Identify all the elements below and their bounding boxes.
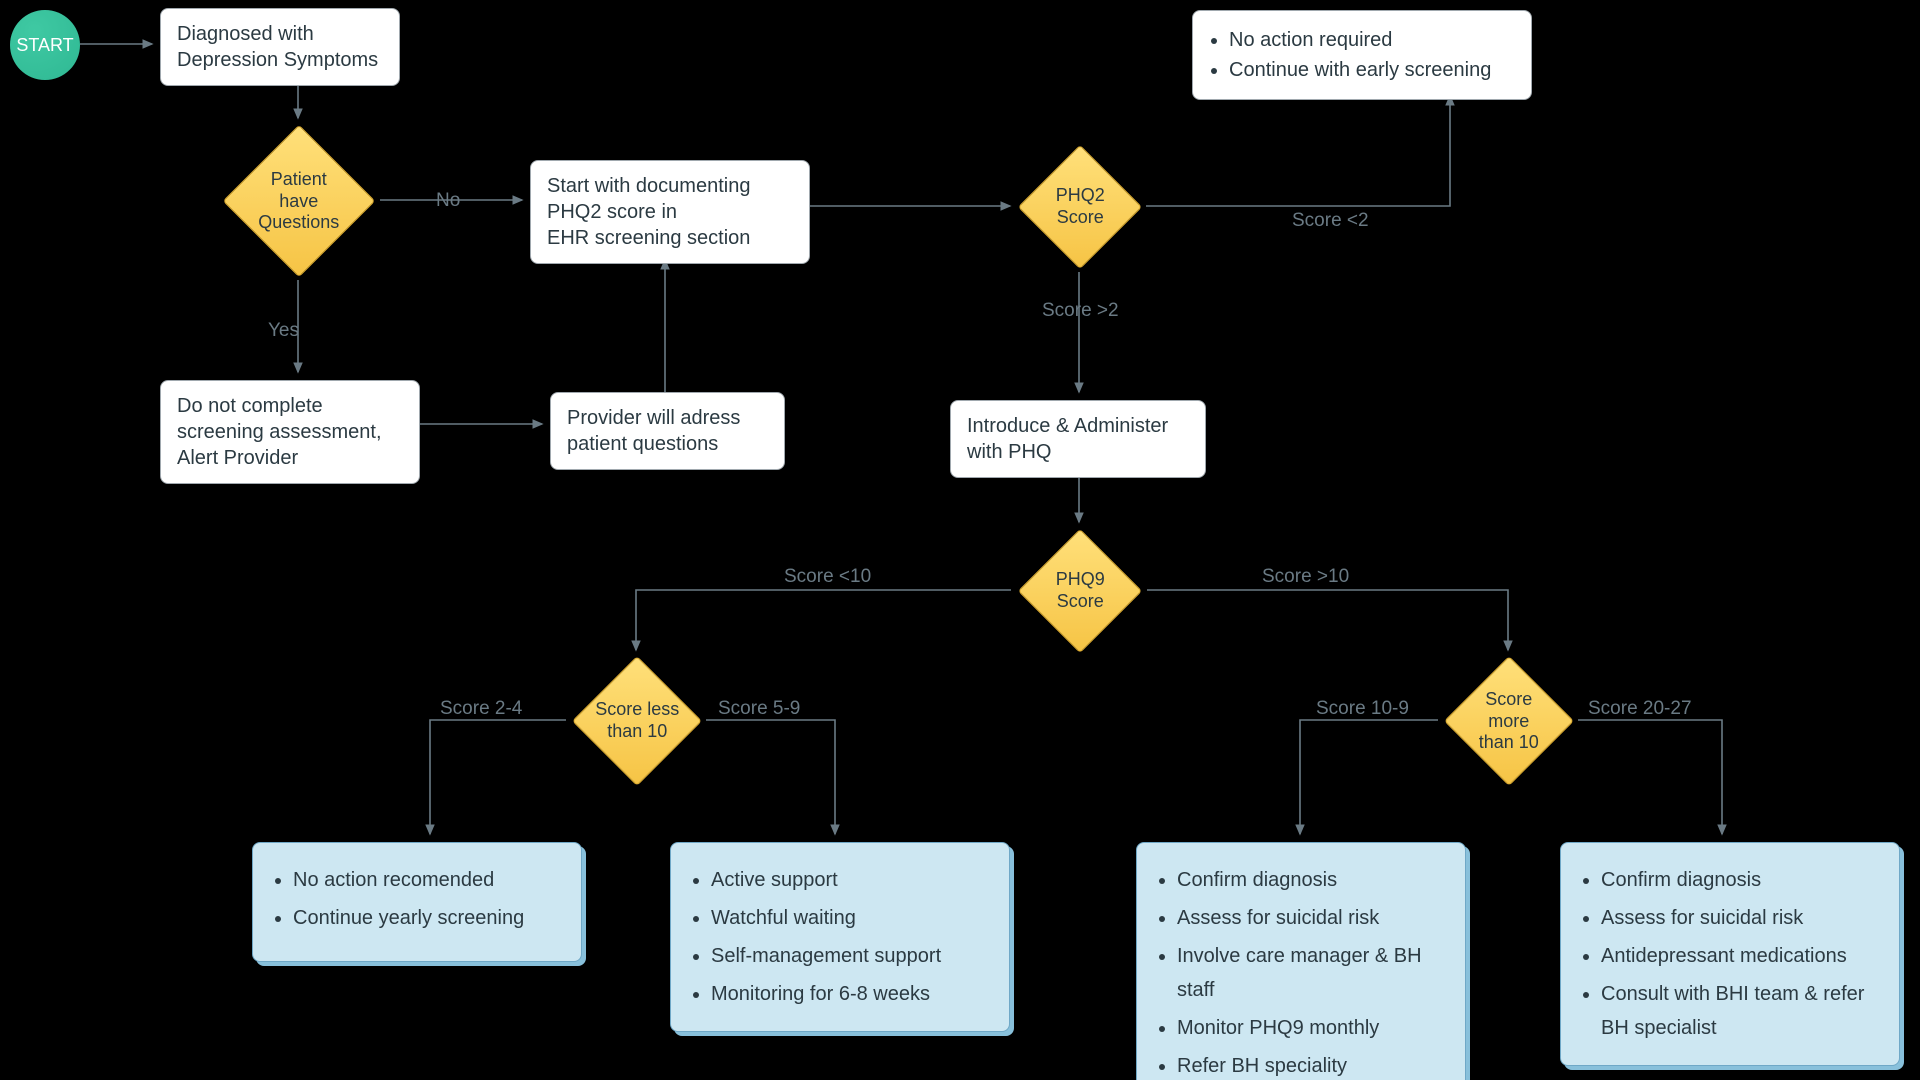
decision-d_phq2: PHQ2 Score (1018, 145, 1142, 269)
outcome-item: Confirm diagnosis (1177, 863, 1445, 897)
decision-d_phq9: PHQ9 Score (1018, 529, 1142, 653)
arrow-a_gt10_2027 (1578, 720, 1722, 834)
outcome-o_2027: Confirm diagnosis Assess for suicidal ris… (1560, 842, 1900, 1066)
arrow-a_phq2_lt2 (1146, 96, 1450, 206)
arrow-a_phq9_gt10 (1147, 590, 1508, 650)
arrow-a_lt10_24 (430, 720, 566, 834)
node-n_doc_phq2: Start with documenting PHQ2 score in EHR… (530, 160, 810, 264)
outcome-item: Confirm diagnosis (1601, 863, 1879, 897)
outcome-item: Consult with BHI team & refer BH special… (1601, 977, 1879, 1045)
edge-label-l_yes: Yes (268, 320, 299, 342)
edge-label-l_59: Score 5-9 (718, 698, 800, 720)
outcome-o_24: No action recomended Continue yearly scre… (252, 842, 582, 962)
edge-label-l_score_lt2: Score <2 (1292, 210, 1369, 232)
node-n_do_not: Do not complete screening assessment, Al… (160, 380, 420, 484)
edge-label-l_2027: Score 20-27 (1588, 698, 1692, 720)
outcome-o_59: Active support Watchful waiting Self-manag… (670, 842, 1010, 1032)
edge-label-l_score_gt2: Score >2 (1042, 300, 1119, 322)
decision-d_patient_q: Patient have Questions (223, 125, 376, 278)
node-n_introduce: Introduce & Administer with PHQ (950, 400, 1206, 478)
outcome-item: Assess for suicidal risk (1177, 901, 1445, 935)
flowchart-canvas: START Diagnosed with Depression Symptoms S… (0, 0, 1920, 1080)
outcome-item: Monitor PHQ9 monthly (1177, 1011, 1445, 1045)
outcome-item: Self-management support (711, 939, 989, 973)
outcome-item: Continue yearly screening (293, 901, 561, 935)
decision-d_gt10: Score more than 10 (1444, 656, 1574, 786)
outcome-item: Antidepressant medications (1601, 939, 1879, 973)
arrow-a_lt10_59 (706, 720, 835, 834)
edge-label-l_no: No (436, 190, 460, 212)
start-node: START (10, 10, 80, 80)
node-n_diagnosed: Diagnosed with Depression Symptoms (160, 8, 400, 86)
outcome-item: Monitoring for 6-8 weeks (711, 977, 989, 1011)
edge-label-l_score_lt10: Score <10 (784, 566, 871, 588)
node-n_provider: Provider will adress patient questions (550, 392, 785, 470)
outcome-item: Active support (711, 863, 989, 897)
edge-label-l_score_gt10: Score >10 (1262, 566, 1349, 588)
decision-d_lt10: Score less than 10 (572, 656, 702, 786)
outcome-o_109: Confirm diagnosis Assess for suicidal ris… (1136, 842, 1466, 1080)
outcome-item: Involve care manager & BH staff (1177, 939, 1445, 1007)
outcome-item: No action recomended (293, 863, 561, 897)
outcome-item: Refer BH speciality (1177, 1049, 1445, 1080)
node-item: No action required (1229, 27, 1515, 53)
arrow-a_gt10_109 (1300, 720, 1438, 834)
node-n_noaction_top: No action required Continue with early sc… (1192, 10, 1532, 100)
outcome-item: Assess for suicidal risk (1601, 901, 1879, 935)
arrow-a_phq9_lt10 (636, 590, 1011, 650)
outcome-item: Watchful waiting (711, 901, 989, 935)
edge-label-l_24: Score 2-4 (440, 698, 522, 720)
edge-label-l_109: Score 10-9 (1316, 698, 1409, 720)
node-item: Continue with early screening (1229, 57, 1515, 83)
